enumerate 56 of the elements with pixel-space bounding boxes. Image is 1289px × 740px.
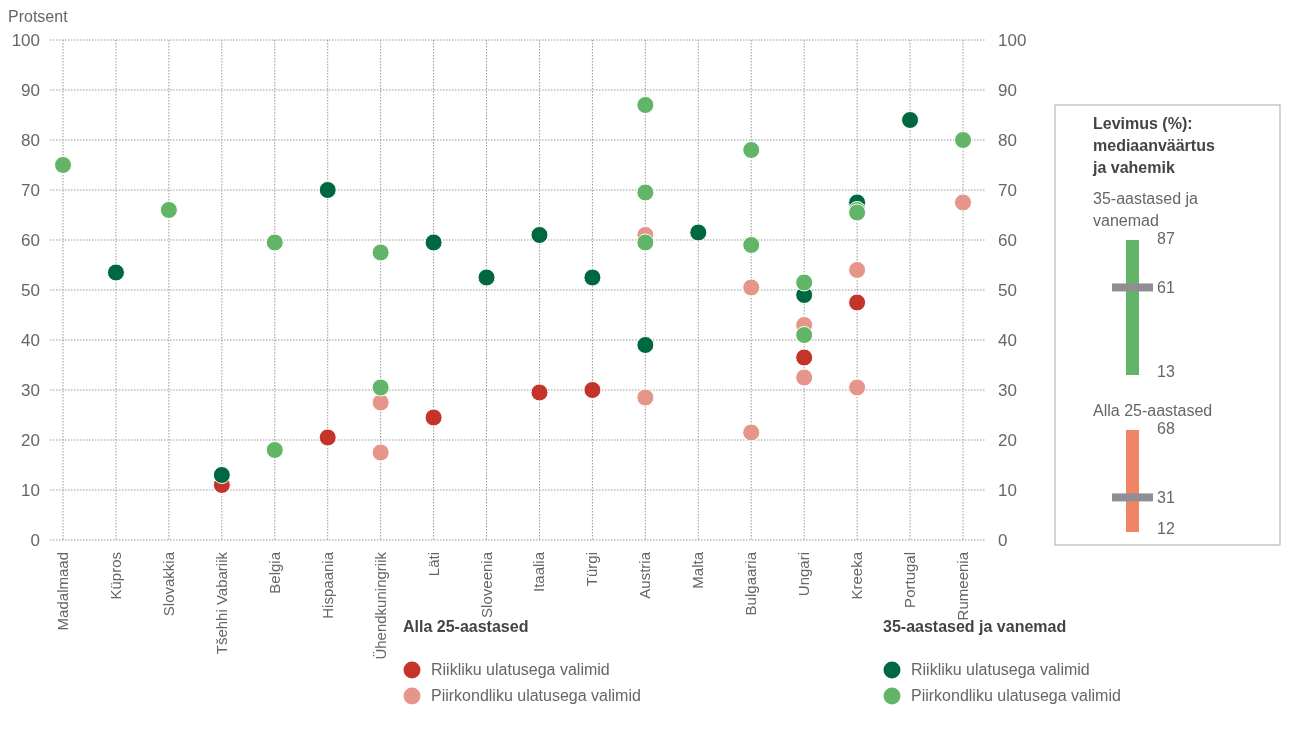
text: 31: [1157, 488, 1175, 506]
x-tick-label: Hispaania: [318, 551, 336, 619]
y2-tick-label: 40: [998, 330, 1017, 350]
y-axis-title: Protsent: [8, 8, 69, 25]
y2-tick-label: 90: [998, 80, 1017, 100]
y-tick-label: 50: [21, 280, 40, 300]
x-tick-label: Ungari: [795, 552, 813, 597]
y-tick-label: 70: [21, 180, 40, 200]
y-tick-label: 60: [21, 230, 40, 250]
text: 12: [1157, 520, 1175, 537]
text: Alla 25-aastased: [403, 618, 529, 635]
x-tick-label: Rumeenia: [954, 551, 971, 621]
text: 35-aastased ja vanemad: [1093, 190, 1199, 229]
y-tick-label: 30: [21, 380, 40, 400]
x-tick-label: Malta: [689, 551, 707, 589]
y2-tick-label: 10: [998, 480, 1017, 500]
text: Alla 25-aastased: [1093, 402, 1213, 419]
x-tick-label: Madalmaad: [54, 552, 71, 631]
x-tick-label: Austria: [636, 551, 654, 599]
text: 61: [1157, 279, 1175, 297]
x-tick-label: Bulgaaria: [742, 551, 760, 616]
text: Levimus (%): mediaanväärtus ja vahemik: [1092, 115, 1215, 176]
y-tick-label: 0: [30, 530, 40, 550]
legend-label: Riikliku ulatusega valimid: [431, 661, 610, 678]
legend-label: Piirkondliku ulatusega valimid: [431, 687, 641, 704]
text: 35-aastased ja vanemad: [883, 618, 1067, 635]
y-tick-label: 100: [11, 30, 40, 50]
y-tick-label: 80: [21, 130, 40, 150]
y2-tick-label: 70: [998, 180, 1017, 200]
x-tick-label: Portugal: [901, 552, 919, 608]
x-tick-label: Türgi: [583, 552, 601, 587]
text: 87: [1157, 230, 1175, 247]
x-tick-label: Ühendkuningriik: [371, 551, 389, 660]
x-tick-label: Belgia: [265, 551, 283, 594]
x-tick-label: Sloveenia: [477, 551, 495, 618]
y2-tick-label: 50: [998, 280, 1017, 300]
y2-tick-label: 30: [998, 380, 1017, 400]
legend-label: Riikliku ulatusega valimid: [911, 661, 1090, 678]
y2-tick-label: 80: [998, 130, 1017, 150]
y-tick-label: 20: [21, 430, 40, 450]
text: 68: [1157, 420, 1175, 437]
y2-tick-label: 0: [998, 530, 1008, 550]
y2-tick-label: 60: [998, 230, 1017, 250]
x-tick-label: Küpros: [106, 552, 124, 600]
x-tick-label: Läti: [424, 552, 442, 577]
y-tick-label: 90: [21, 80, 40, 100]
y-tick-label: 40: [21, 330, 40, 350]
y-tick-label: 10: [21, 480, 40, 500]
x-tick-label: Slovakkia: [159, 551, 177, 617]
text: 13: [1157, 363, 1175, 380]
y2-tick-label: 100: [998, 30, 1027, 50]
legend-label: Piirkondliku ulatusega valimid: [911, 687, 1121, 704]
x-tick-label: Kreeka: [848, 551, 866, 600]
x-tick-label: Tšehhi Vabariik: [212, 551, 230, 655]
x-tick-label: Itaalia: [530, 551, 548, 593]
y2-tick-label: 20: [998, 430, 1017, 450]
